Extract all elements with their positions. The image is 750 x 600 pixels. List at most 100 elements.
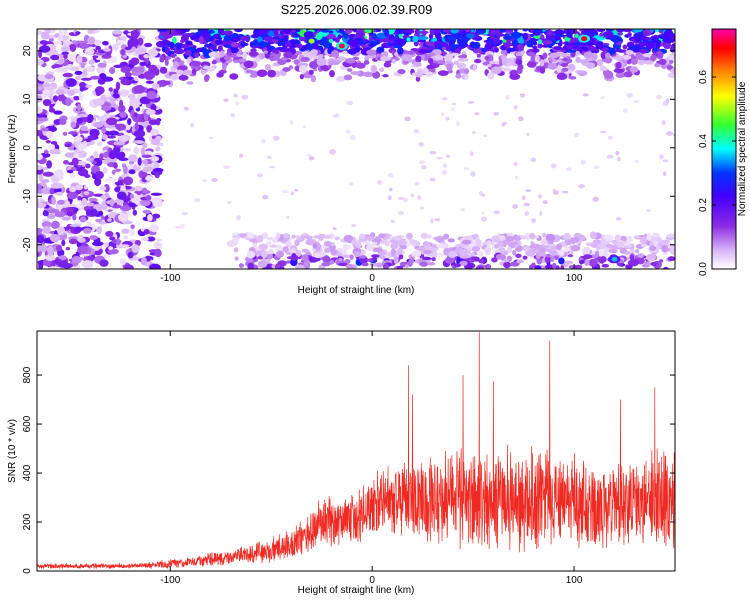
spectrogram-cell bbox=[313, 252, 323, 259]
spectrogram-cell bbox=[471, 239, 476, 243]
spectrogram-cell bbox=[288, 65, 294, 70]
spectrogram-cell bbox=[101, 127, 107, 134]
spectrogram-cell bbox=[204, 43, 212, 48]
spectrogram-cell bbox=[455, 48, 461, 53]
spectrogram-cell bbox=[178, 74, 189, 81]
spectrogram-cell bbox=[53, 187, 62, 193]
spectrogram-cell bbox=[236, 214, 241, 221]
spectrogram-cell bbox=[57, 199, 65, 205]
spectrogram-cell bbox=[132, 100, 140, 109]
spectrogram-cell bbox=[447, 238, 455, 243]
spectrogram-cell bbox=[580, 159, 586, 165]
spectrogram-cell bbox=[397, 247, 403, 254]
spectrogram-cell bbox=[382, 74, 389, 78]
spectrogram-cell bbox=[68, 131, 78, 135]
spectrogram-cell bbox=[634, 159, 639, 163]
spectrogram-cell bbox=[85, 84, 93, 88]
spectrogram-cell bbox=[290, 256, 298, 261]
spectrogram-cell bbox=[599, 65, 606, 71]
spectrogram-x-tick-label: -100 bbox=[160, 273, 180, 284]
spectrogram-cell bbox=[478, 250, 484, 258]
spectrogram-cell bbox=[588, 33, 594, 39]
spectrogram-cell bbox=[124, 264, 135, 269]
spectrogram-cell bbox=[344, 29, 353, 34]
spectrogram-cell bbox=[105, 177, 116, 183]
spectrogram-cell bbox=[658, 154, 664, 160]
spectrogram-cell bbox=[574, 33, 579, 38]
spectrogram-cell bbox=[616, 29, 625, 33]
spectrogram-cell bbox=[81, 130, 89, 134]
spectrogram-cell bbox=[672, 133, 675, 137]
spectrogram-cell bbox=[182, 33, 194, 38]
spectrogram-cell bbox=[84, 174, 91, 179]
spectrogram-cell bbox=[329, 149, 336, 155]
spectrogram-cell bbox=[301, 254, 309, 262]
spectrogram-cell bbox=[312, 243, 318, 249]
spectrogram-cell bbox=[371, 257, 378, 261]
spectrogram-cell bbox=[452, 32, 463, 39]
spectrogram-cell bbox=[573, 236, 580, 243]
spectrogram-cell bbox=[129, 228, 135, 237]
spectrogram-cell bbox=[414, 29, 420, 35]
spectrogram-cell bbox=[386, 252, 392, 256]
spectrogram-cell bbox=[614, 48, 624, 53]
spectrogram-cell bbox=[656, 94, 662, 100]
spectrogram-cell bbox=[420, 232, 429, 239]
spectrogram-cell bbox=[181, 211, 188, 216]
spectrogram-cell bbox=[293, 59, 300, 65]
spectrogram-cell bbox=[418, 160, 425, 165]
spectrogram-cell bbox=[282, 67, 291, 72]
spectrogram-cell bbox=[328, 30, 334, 34]
spectrogram-cell bbox=[637, 253, 645, 258]
spectrogram-y-tick-label: -10 bbox=[22, 189, 33, 204]
spectrogram-cell bbox=[349, 48, 359, 52]
spectrogram-cell bbox=[144, 42, 153, 48]
spectrogram-cell bbox=[549, 52, 560, 59]
spectrogram-cell bbox=[265, 253, 274, 260]
spectrogram-cell bbox=[73, 136, 83, 142]
spectrogram-cell bbox=[403, 29, 414, 33]
spectrogram-cell bbox=[258, 243, 269, 250]
spectrogram-cell bbox=[103, 47, 111, 52]
spectrogram-cell bbox=[104, 192, 109, 197]
spectrogram-cell bbox=[82, 140, 88, 149]
spectrogram-cell bbox=[130, 197, 140, 203]
spectrogram-cell bbox=[505, 94, 510, 100]
spectrogram-cell bbox=[151, 83, 160, 90]
spectrogram-cell bbox=[483, 134, 488, 137]
spectrogram-cell bbox=[252, 241, 258, 248]
spectrogram-cell bbox=[552, 262, 557, 269]
spectrogram-cell bbox=[103, 242, 109, 248]
spectrogram-cell bbox=[417, 36, 429, 41]
spectrogram-cell bbox=[133, 146, 140, 155]
spectrogram-cell bbox=[241, 94, 249, 100]
snr-y-tick-label: 200 bbox=[22, 513, 33, 530]
spectrogram-cell bbox=[103, 183, 110, 193]
spectrogram-cell bbox=[119, 89, 130, 96]
spectrogram-cell bbox=[466, 33, 475, 39]
spectrogram-cell bbox=[147, 214, 153, 222]
spectrogram-cell bbox=[334, 38, 340, 43]
spectrogram-cell bbox=[429, 29, 434, 36]
spectrogram-cell bbox=[617, 156, 621, 162]
spectrogram-cell bbox=[616, 241, 625, 248]
spectrogram-cell bbox=[443, 233, 450, 240]
spectrogram-cell bbox=[282, 246, 289, 253]
spectrogram-cell bbox=[261, 250, 268, 259]
spectrogram-cell bbox=[349, 135, 356, 141]
spectrogram-cell bbox=[438, 252, 446, 257]
spectrogram-cell bbox=[487, 63, 492, 68]
spectrogram-cell bbox=[378, 67, 385, 72]
spectrogram-cell bbox=[354, 250, 361, 258]
spectrogram-cell bbox=[131, 244, 140, 253]
spectrogram-cell bbox=[524, 245, 530, 252]
spectrogram-cell bbox=[361, 262, 369, 267]
spectrogram-cell bbox=[155, 202, 163, 208]
spectrogram-cell bbox=[290, 247, 296, 254]
spectrogram-cell bbox=[449, 38, 456, 46]
spectrogram-cell bbox=[164, 58, 169, 66]
spectrogram-cell bbox=[560, 62, 569, 68]
spectrogram-cell bbox=[429, 177, 436, 182]
spectrogram-cell bbox=[150, 103, 157, 112]
snr-y-axis-label: SNR (10 * v/v) bbox=[7, 419, 18, 483]
